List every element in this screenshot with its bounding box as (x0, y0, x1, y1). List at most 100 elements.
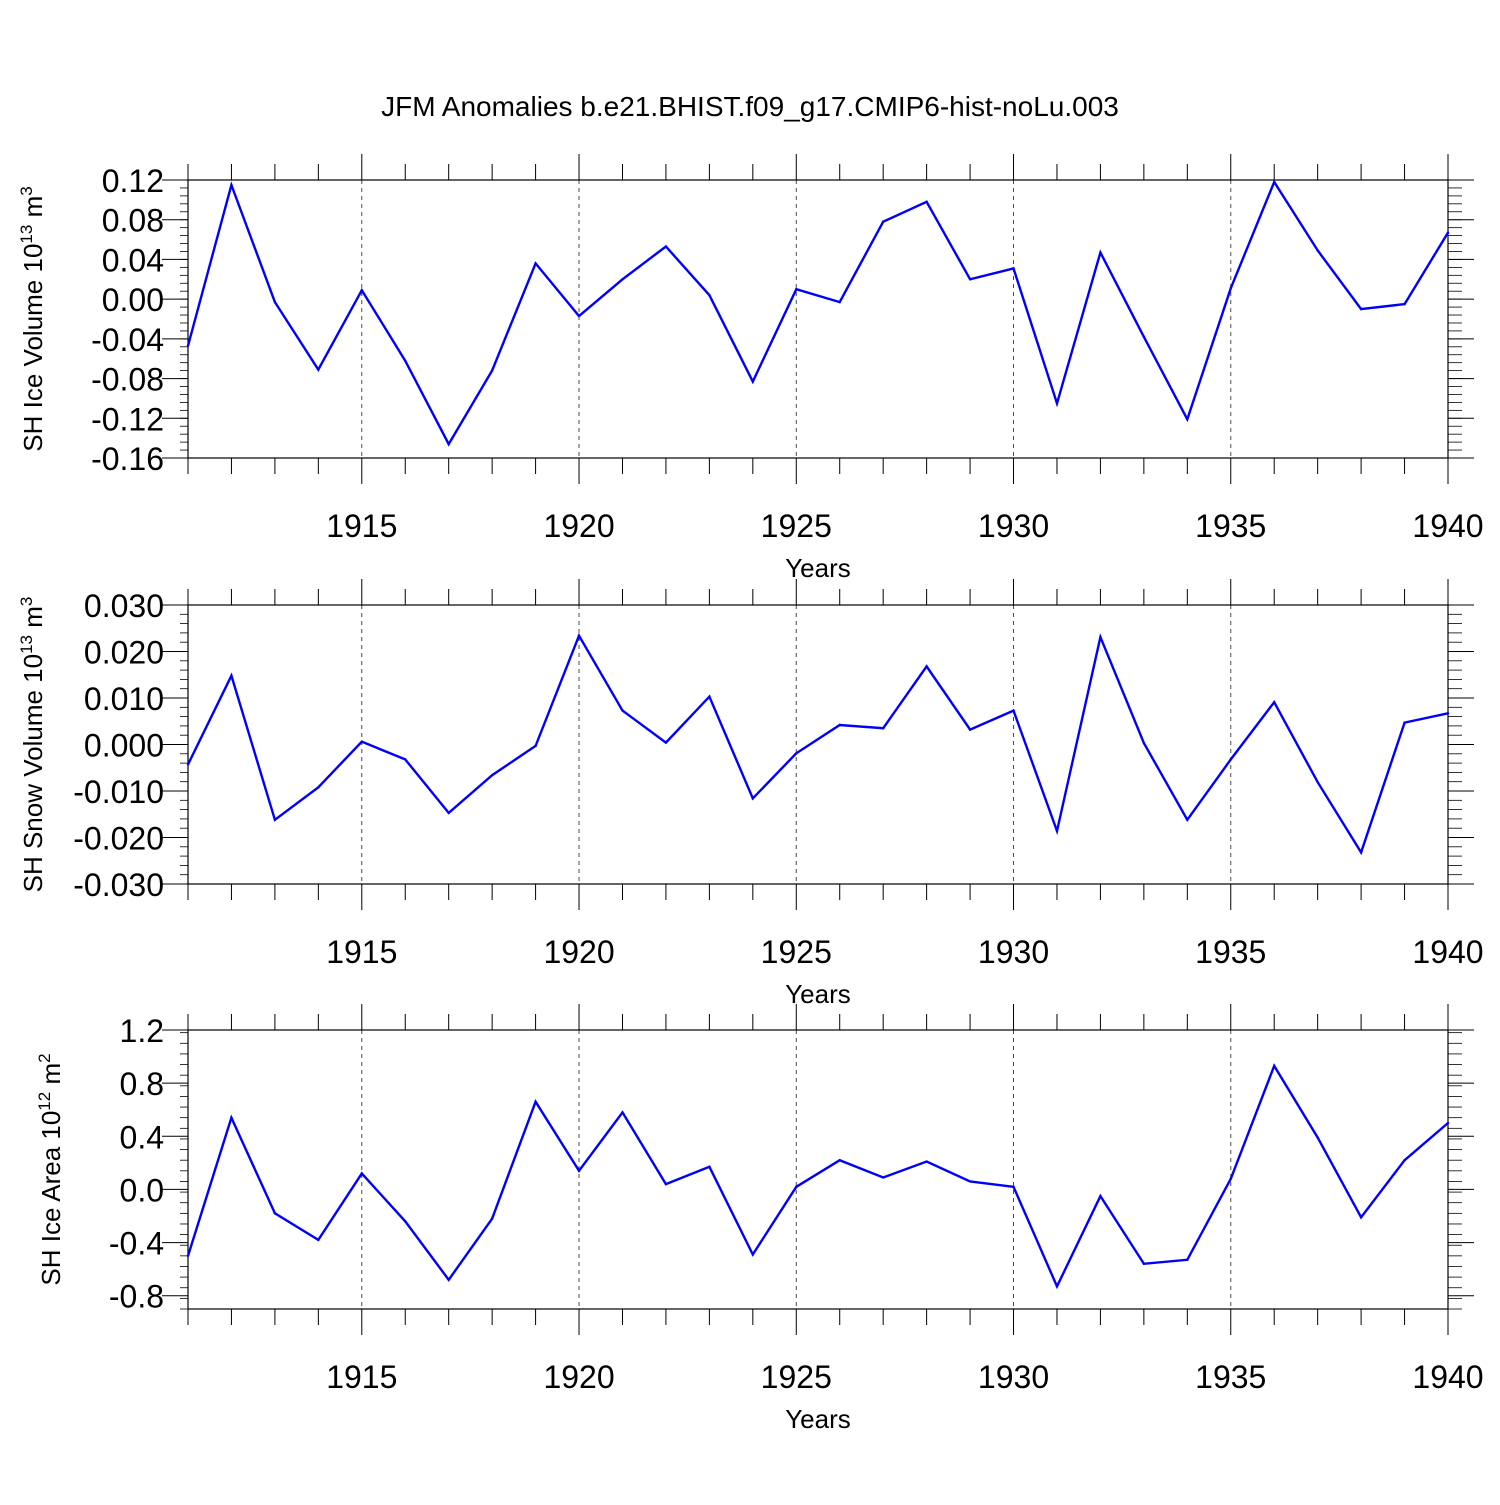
data-point (925, 665, 928, 668)
data-point (577, 1169, 581, 1173)
x-tick-label: 1920 (543, 1359, 614, 1395)
data-point (1012, 709, 1015, 712)
panel-3: -0.8 -0.4 0.0 0.4 0.8 1.2 1915 1920 1925 1930 1935… (35, 1004, 1484, 1434)
data-point (795, 1185, 798, 1188)
y-tick-label: 0.8 (120, 1066, 164, 1102)
y-tick-label: 0.00 (102, 282, 164, 318)
data-point (1359, 1216, 1363, 1219)
data-point (490, 1217, 494, 1220)
data-point (1055, 829, 1059, 833)
x-tick-label: 1930 (978, 508, 1049, 544)
data-point (1229, 1177, 1232, 1181)
data-point (186, 1254, 190, 1258)
x-tick-label: 1915 (326, 934, 397, 970)
data-point (838, 1159, 841, 1162)
data-point (577, 314, 581, 318)
data-point (1186, 818, 1189, 822)
data-point (838, 300, 841, 304)
data-point (1273, 1064, 1276, 1068)
data-point (1446, 231, 1450, 234)
series-line (186, 179, 1450, 447)
data-point (1359, 851, 1363, 854)
data-point (360, 740, 363, 743)
data-point (664, 1182, 668, 1186)
data-point (1359, 307, 1363, 311)
y-tick-label: -0.030 (73, 867, 164, 903)
series-line (186, 632, 1449, 856)
y-tick-label: 0.020 (84, 635, 164, 671)
data-point (186, 344, 190, 348)
data-point (447, 442, 450, 446)
data-point (317, 786, 320, 789)
data-point (838, 723, 841, 727)
data-point (534, 262, 537, 265)
data-point (1142, 335, 1146, 339)
data-point (360, 1172, 363, 1175)
plot-frame (187, 1029, 1449, 1310)
data-point (230, 1116, 233, 1119)
x-tick-label: 1920 (543, 934, 614, 970)
data-point (404, 1220, 407, 1223)
x-tick-label: 1935 (1195, 508, 1266, 544)
y-axis-label: SH Ice Area 1012 m2 (35, 1053, 66, 1285)
data-point (881, 1176, 885, 1179)
data-point (273, 818, 277, 822)
data-point (490, 773, 494, 777)
data-point (1273, 700, 1276, 704)
data-point (1316, 249, 1319, 252)
x-axis-label: Years (785, 1404, 851, 1434)
y-tick-label: -0.8 (109, 1279, 164, 1315)
data-point (447, 811, 450, 815)
data-point (447, 1278, 450, 1281)
data-point (708, 1165, 711, 1169)
y-tick-label: 0.010 (84, 681, 164, 717)
data-point (1055, 1285, 1059, 1288)
series-line (186, 1063, 1449, 1290)
data-point (751, 380, 755, 383)
x-tick-label: 1925 (761, 934, 832, 970)
data-point (230, 674, 233, 677)
data-point (1142, 741, 1146, 745)
data-point (1186, 418, 1189, 421)
x-tick-label: 1915 (326, 508, 397, 544)
y-tick-label: -0.020 (73, 821, 164, 857)
data-point (621, 1111, 624, 1114)
data-point (621, 278, 624, 281)
y-tick-label: -0.010 (73, 774, 164, 810)
y-tick-label: -0.4 (109, 1226, 164, 1262)
data-point (795, 752, 798, 755)
y-tick-label: 0.0 (120, 1172, 164, 1208)
y-axis-label: SH Snow Volume 1013 m3 (17, 597, 48, 893)
data-point (1229, 287, 1232, 290)
x-tick-label: 1940 (1412, 1359, 1483, 1395)
x-tick-label: 1925 (761, 1359, 832, 1395)
y-tick-label: -0.16 (91, 441, 164, 477)
x-tick-label: 1920 (543, 508, 614, 544)
x-tick-label: 1935 (1195, 1359, 1266, 1395)
data-point (1055, 402, 1059, 405)
data-point (1316, 780, 1319, 784)
y-tick-label: 0.000 (84, 728, 164, 764)
data-point (925, 200, 928, 204)
y-tick-label: -0.04 (91, 322, 164, 358)
x-tick-label: 1930 (978, 934, 1049, 970)
data-point (273, 300, 277, 304)
data-point (317, 368, 320, 371)
data-point (1099, 1194, 1102, 1198)
data-point (664, 741, 668, 744)
data-point (881, 220, 885, 223)
x-tick-label: 1915 (326, 1359, 397, 1395)
data-point (186, 763, 190, 766)
data-point (925, 1160, 928, 1163)
data-point (1446, 1121, 1450, 1125)
data-point (230, 183, 233, 187)
data-point (708, 695, 711, 698)
x-tick-label: 1925 (761, 508, 832, 544)
y-tick-label: -0.08 (91, 362, 164, 398)
data-point (534, 1100, 537, 1103)
data-point (621, 709, 624, 712)
data-point (534, 744, 537, 748)
data-point (1446, 712, 1450, 715)
data-point (1316, 1136, 1319, 1139)
x-axis-label: Years (785, 553, 851, 583)
